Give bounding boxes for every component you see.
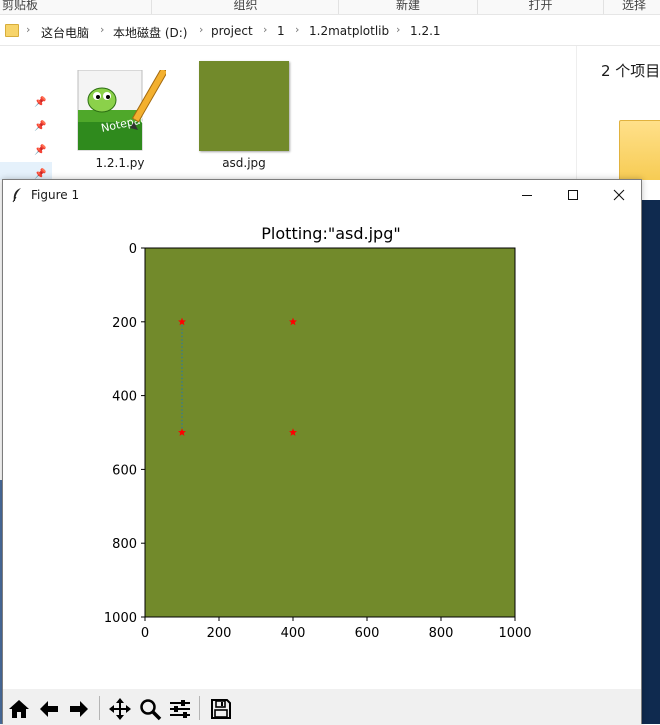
x-tick-label: 400 xyxy=(281,626,306,641)
zoom-button[interactable] xyxy=(136,695,164,723)
breadcrumb-matplotlib[interactable]: 1.2matplotlib xyxy=(309,24,390,38)
address-bar[interactable]: › 这台电脑 › 本地磁盘 (D:) › project › 1 › 1.2ma… xyxy=(0,17,660,46)
file-label-py[interactable]: 1.2.1.py xyxy=(95,156,145,170)
back-button[interactable] xyxy=(35,695,63,723)
zoom-icon xyxy=(140,699,162,721)
pan-icon xyxy=(109,698,131,720)
pin-icon[interactable]: 📌 xyxy=(34,169,47,180)
figure-canvas[interactable]: Plotting:"asd.jpg" 0 200 400 600 800 1000 0 20… xyxy=(3,210,641,688)
chevron-right-icon: › xyxy=(199,23,204,36)
y-tick-label: 600 xyxy=(112,463,137,478)
save-button[interactable] xyxy=(207,695,235,723)
x-tick-label: 800 xyxy=(429,626,454,641)
close-icon xyxy=(613,189,625,201)
details-pane: 2 个项目 xyxy=(576,46,660,192)
navigation-toolbar xyxy=(3,689,641,725)
back-arrow-icon xyxy=(40,701,58,717)
axes-frame xyxy=(144,247,516,618)
home-icon xyxy=(9,700,29,718)
ribbon-group-select[interactable]: 选择 xyxy=(621,0,646,12)
minimize-button[interactable] xyxy=(504,180,550,210)
maximize-icon xyxy=(568,190,578,200)
pin-icon[interactable]: 📌 xyxy=(34,97,47,108)
close-button[interactable] xyxy=(596,180,642,210)
data-point-marker xyxy=(289,428,297,436)
breadcrumb-1[interactable]: 1 xyxy=(277,24,285,38)
y-tick-label: 800 xyxy=(112,537,137,552)
breadcrumb-local-disk[interactable]: 本地磁盘 (D:) xyxy=(113,26,188,40)
tk-feather-icon xyxy=(12,188,21,203)
background-window-edge xyxy=(0,480,3,724)
title-bar[interactable]: Figure 1 xyxy=(3,180,641,210)
forward-button[interactable] xyxy=(65,695,93,723)
breadcrumb-1-2-1[interactable]: 1.2.1 xyxy=(410,24,441,38)
notepad-plus-plus-icon[interactable]: Notepad xyxy=(76,67,169,152)
forward-arrow-icon xyxy=(70,701,88,717)
image-thumbnail[interactable] xyxy=(199,61,289,151)
nav-selected-item[interactable] xyxy=(0,162,52,180)
x-tick-label: 0 xyxy=(141,626,149,641)
chevron-right-icon: › xyxy=(263,23,268,36)
breadcrumb-this-pc[interactable]: 这台电脑 xyxy=(41,26,90,40)
toolbar-separator xyxy=(199,696,200,720)
image-display xyxy=(145,248,515,617)
pin-icon[interactable]: 📌 xyxy=(34,145,47,156)
save-icon xyxy=(211,699,231,719)
ribbon-group-open[interactable]: 打开 xyxy=(478,0,604,14)
y-tick-label: 400 xyxy=(112,390,137,405)
data-point-marker xyxy=(178,317,186,326)
pin-icon[interactable]: 📌 xyxy=(34,121,47,132)
minimize-icon xyxy=(522,195,532,196)
chevron-right-icon: › xyxy=(100,23,105,36)
ribbon-group-clipboard[interactable]: 剪贴板 xyxy=(0,0,152,14)
y-tick-label: 0 xyxy=(129,242,137,257)
maximize-button[interactable] xyxy=(550,180,596,210)
background-window-edge xyxy=(642,200,660,724)
ribbon-group-new[interactable]: 新建 xyxy=(339,0,478,14)
folder-icon xyxy=(5,24,19,37)
window-title: Figure 1 xyxy=(31,188,80,202)
navigation-pane: 📌 📌 📌 📌 xyxy=(0,46,52,180)
home-button[interactable] xyxy=(5,695,33,723)
x-tick-label: 600 xyxy=(355,626,380,641)
file-label-jpg[interactable]: asd.jpg xyxy=(222,156,266,170)
configure-subplots-icon xyxy=(170,700,190,718)
data-point-marker xyxy=(289,317,297,326)
y-tick-label: 1000 xyxy=(104,611,137,626)
ribbon-group-organize[interactable]: 组织 xyxy=(153,0,339,14)
ribbon: 剪贴板 组织 新建 打开 选择 xyxy=(0,0,660,15)
x-tick-label: 1000 xyxy=(498,626,531,641)
breadcrumb-project[interactable]: project xyxy=(211,24,253,38)
configure-subplots-button[interactable] xyxy=(166,695,194,723)
chevron-right-icon: › xyxy=(396,23,401,36)
chart-title: Plotting:"asd.jpg" xyxy=(261,224,400,243)
figure-window[interactable]: Figure 1 Plotting:"asd.jpg" 0 200 400 600 80… xyxy=(2,179,642,725)
data-point-marker xyxy=(178,428,186,436)
chevron-right-icon: › xyxy=(295,23,300,36)
chevron-right-icon: › xyxy=(26,23,31,36)
x-tick-label: 200 xyxy=(207,626,232,641)
pan-button[interactable] xyxy=(106,695,134,723)
toolbar-separator xyxy=(99,696,100,720)
item-count: 2 个项目 xyxy=(601,62,660,80)
y-tick-label: 200 xyxy=(112,316,137,331)
